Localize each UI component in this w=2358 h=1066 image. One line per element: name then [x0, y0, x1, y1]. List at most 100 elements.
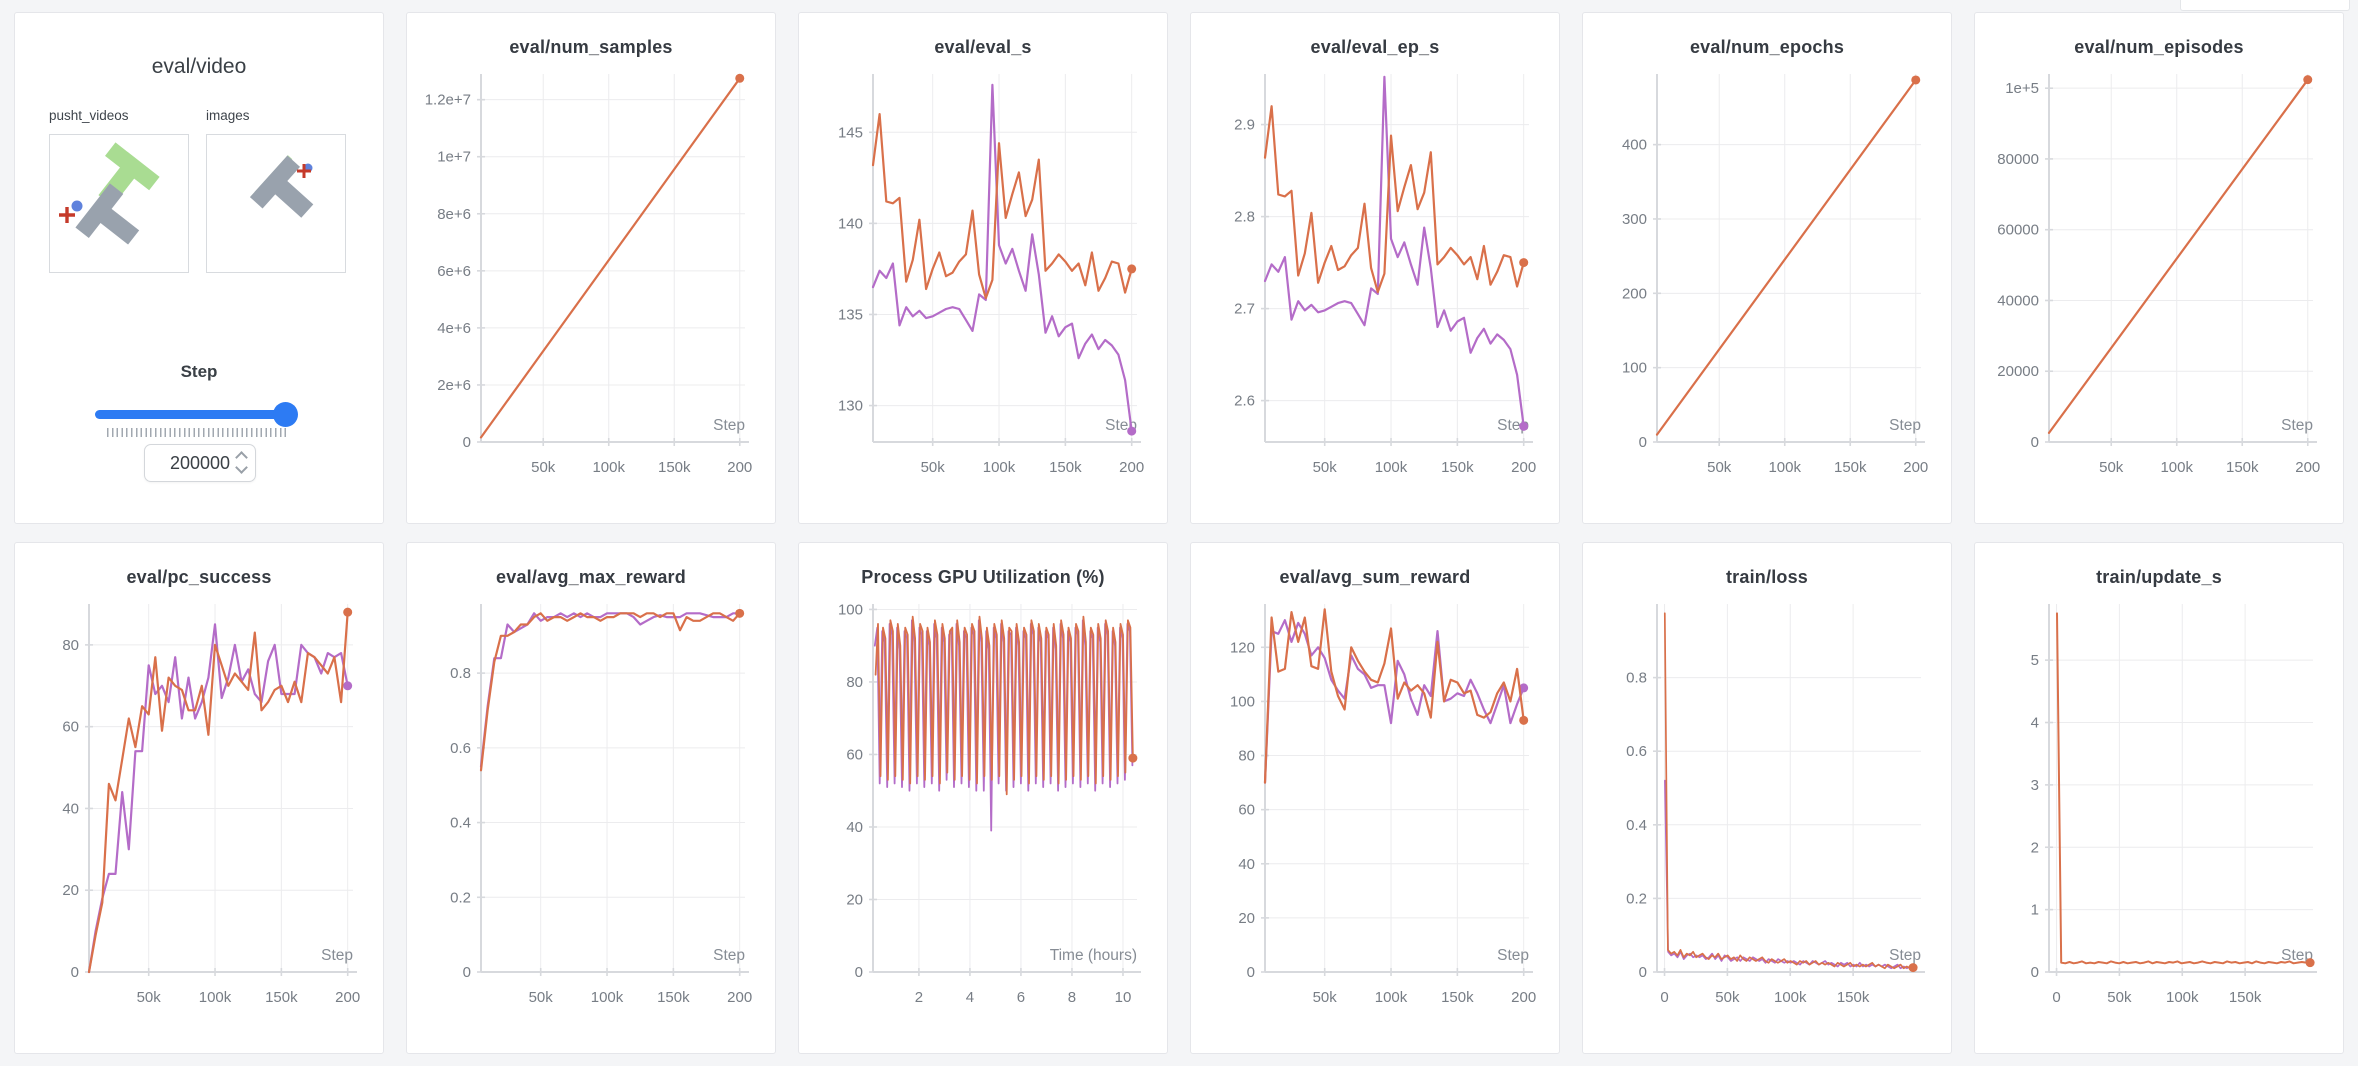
- svg-text:0.2: 0.2: [1626, 890, 1647, 907]
- svg-text:100k: 100k: [983, 459, 1016, 476]
- series-orange-run: [479, 77, 741, 439]
- step-value-input[interactable]: 200000: [144, 444, 256, 482]
- chart-canvas[interactable]: 0 20 40 60 80 50k 100k 150k 200 Step: [15, 590, 384, 1042]
- chart-panel-eval-eval-s[interactable]: eval/eval_s 130 135 140 145 50k 100k 150k 200 Ste…: [798, 12, 1168, 524]
- svg-text:50k: 50k: [1707, 459, 1732, 476]
- chart-canvas[interactable]: 0 100 200 300 400 50k 100k 150k 200 Step: [1583, 60, 1952, 512]
- chart-canvas[interactable]: 0 20 40 60 80 100 2 4 6 8 10 Time (hours): [799, 590, 1168, 1042]
- chart-canvas[interactable]: 0 0.2 0.4 0.6 0.8 50k 100k 150k 200 Step: [407, 590, 776, 1042]
- svg-text:1e+5: 1e+5: [2005, 80, 2039, 97]
- chart-canvas[interactable]: 0 1 2 3 4 5 0 50k 100k 150k Step: [1975, 590, 2344, 1042]
- series-end-dot-purple-run: [1519, 421, 1529, 431]
- step-slider-track[interactable]: [95, 410, 297, 419]
- svg-text:100: 100: [838, 601, 863, 618]
- svg-text:0: 0: [2052, 989, 2060, 1006]
- chart-panel-eval-avg-max-reward[interactable]: eval/avg_max_reward 0 0.2 0.4 0.6 0.8 50k 100k 1…: [406, 542, 776, 1054]
- chart-canvas[interactable]: 0 20 40 60 80 100 120 50k 100k 150k 200 Step: [1191, 590, 1560, 1042]
- chart-canvas[interactable]: 0 20000 40000 60000 80000 1e+5 50k 100k 150k 200 S…: [1975, 60, 2344, 512]
- chart-panel-eval-eval-ep-s[interactable]: eval/eval_ep_s 2.6 2.7 2.8 2.9 50k 100k 150k 200…: [1190, 12, 1560, 524]
- svg-text:100: 100: [1230, 693, 1255, 710]
- series-orange-run: [2056, 612, 2312, 965]
- svg-text:40: 40: [62, 800, 79, 817]
- svg-text:0: 0: [463, 964, 471, 981]
- stepper-arrows[interactable]: [235, 451, 248, 474]
- chart-panel-eval-pc-success[interactable]: eval/pc_success 0 20 40 60 80 50k 100k 150k 200 St…: [14, 542, 384, 1054]
- svg-text:100k: 100k: [2166, 989, 2199, 1006]
- svg-text:140: 140: [838, 215, 863, 232]
- svg-text:135: 135: [838, 306, 863, 323]
- chart-panel-eval-avg-sum-reward[interactable]: eval/avg_sum_reward 0 20 40 60 80 100 120 50k 100…: [1190, 542, 1560, 1054]
- svg-text:0.4: 0.4: [450, 815, 471, 832]
- svg-text:20: 20: [62, 882, 79, 899]
- svg-text:100k: 100k: [2160, 459, 2193, 476]
- svg-text:2: 2: [915, 989, 923, 1006]
- svg-text:2.8: 2.8: [1234, 209, 1255, 226]
- svg-text:50k: 50k: [137, 989, 162, 1006]
- series-end-dot-orange-run: [1908, 963, 1918, 973]
- svg-text:100k: 100k: [1768, 459, 1801, 476]
- chart-panel-train-update-s[interactable]: train/update_s 0 1 2 3 4 5 0 50k 100k 150k Step: [1974, 542, 2344, 1054]
- svg-text:Step: Step: [1889, 417, 1921, 434]
- svg-text:8e+6: 8e+6: [437, 206, 471, 223]
- svg-text:2.6: 2.6: [1234, 393, 1255, 410]
- series-purple-run: [87, 623, 349, 974]
- svg-text:120: 120: [1230, 639, 1255, 656]
- svg-text:10: 10: [1115, 989, 1132, 1006]
- svg-text:50k: 50k: [1313, 459, 1338, 476]
- svg-text:150k: 150k: [265, 989, 298, 1006]
- series-end-dot-orange-run: [1519, 715, 1529, 725]
- svg-text:300: 300: [1622, 211, 1647, 228]
- svg-text:0: 0: [1247, 964, 1255, 981]
- svg-text:100k: 100k: [1774, 989, 1807, 1006]
- series-orange-run: [871, 112, 1133, 300]
- chart-panel-eval-num-episodes[interactable]: eval/num_episodes 0 20000 40000 60000 80000 1e…: [1974, 12, 2344, 524]
- svg-text:4: 4: [966, 989, 974, 1006]
- svg-text:150k: 150k: [2226, 459, 2259, 476]
- pusht-image-thumbnail[interactable]: [206, 134, 346, 273]
- svg-text:5: 5: [2031, 652, 2039, 669]
- svg-text:150k: 150k: [1834, 459, 1867, 476]
- series-orange-run: [479, 612, 741, 772]
- chart-canvas[interactable]: 0 2e+6 4e+6 6e+6 8e+6 1e+7 1.2e+7 50k 100k 150k 20…: [407, 60, 776, 512]
- series-end-dot-orange-run: [1127, 264, 1137, 274]
- series-orange-run: [874, 615, 1134, 796]
- chart-panel-eval-num-epochs[interactable]: eval/num_epochs 0 100 200 300 400 50k 100k 150k 2…: [1582, 12, 1952, 524]
- chart-panel-train-loss[interactable]: train/loss 0 0.2 0.4 0.6 0.8 0 50k 100k 150k Step: [1582, 542, 1952, 1054]
- svg-text:0: 0: [71, 964, 79, 981]
- svg-text:60: 60: [846, 746, 863, 763]
- svg-text:Step: Step: [1889, 947, 1921, 964]
- svg-text:0.4: 0.4: [1626, 817, 1647, 834]
- chevron-down-icon[interactable]: [235, 461, 248, 474]
- svg-text:0: 0: [1660, 989, 1668, 1006]
- svg-text:1: 1: [2031, 902, 2039, 919]
- pusht-video-thumbnail[interactable]: [49, 134, 189, 273]
- svg-text:40: 40: [1238, 856, 1255, 873]
- svg-text:50k: 50k: [2099, 459, 2124, 476]
- chart-panel-process-gpu-utilization-[interactable]: Process GPU Utilization (%) 0 20 40 60 80 100 2…: [798, 542, 1168, 1054]
- chart-title: eval/avg_max_reward: [496, 567, 686, 587]
- chart-panel-eval-num-samples[interactable]: eval/num_samples 0 2e+6 4e+6 6e+6 8e+6 1e+7 1.2…: [406, 12, 776, 524]
- chart-title: eval/eval_s: [934, 37, 1032, 57]
- svg-text:200: 200: [1622, 285, 1647, 302]
- svg-text:150k: 150k: [1441, 989, 1474, 1006]
- svg-text:200: 200: [1119, 459, 1144, 476]
- svg-text:1.2e+7: 1.2e+7: [425, 92, 471, 109]
- media-panel-title: eval/video: [151, 55, 247, 78]
- series-end-dot-purple-run: [1127, 426, 1137, 436]
- svg-text:100k: 100k: [199, 989, 232, 1006]
- chart-canvas[interactable]: 0 0.2 0.4 0.6 0.8 0 50k 100k 150k Step: [1583, 590, 1952, 1042]
- svg-text:200: 200: [727, 989, 752, 1006]
- series-orange-run: [1263, 105, 1525, 294]
- chart-title: eval/avg_sum_reward: [1279, 567, 1471, 587]
- media-panel-eval-video[interactable]: eval/video pusht_videos images: [14, 12, 384, 524]
- svg-text:60: 60: [62, 719, 79, 736]
- step-slider-knob[interactable]: [273, 402, 298, 427]
- series-purple-run: [871, 83, 1133, 433]
- chart-title: Process GPU Utilization (%): [861, 567, 1105, 587]
- svg-text:50k: 50k: [531, 459, 556, 476]
- series-end-dot-orange-run: [1519, 258, 1529, 268]
- clipped-panel-edge: [2180, 0, 2350, 11]
- svg-text:40000: 40000: [1997, 292, 2039, 309]
